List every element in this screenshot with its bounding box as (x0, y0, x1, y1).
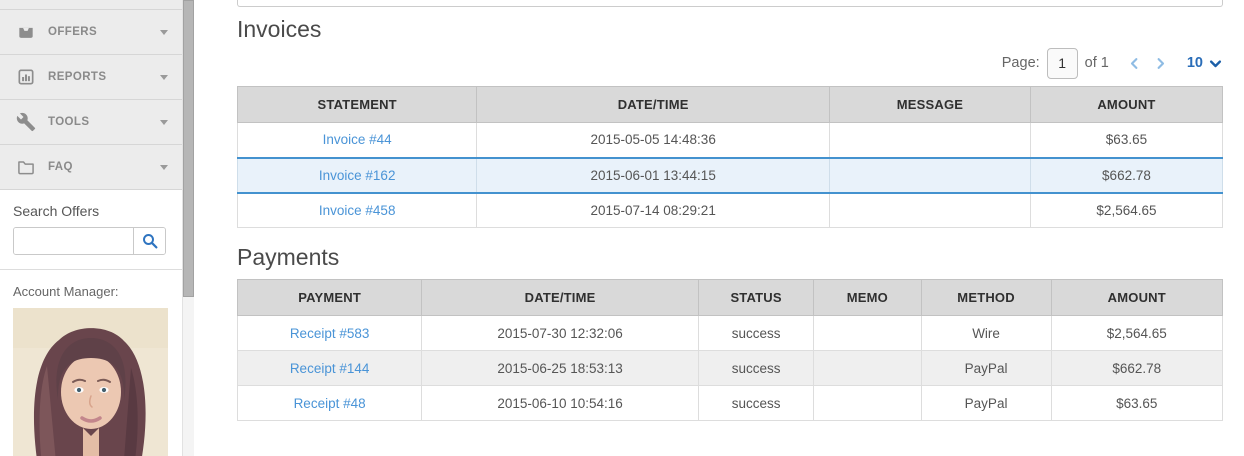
next-page-button[interactable] (1151, 53, 1171, 73)
search-input-group (13, 227, 166, 255)
table-row: Invoice #44 2015-05-05 14:48:36 $63.65 (236, 122, 1224, 158)
table-row: Receipt #144 2015-06-25 18:53:13 success… (236, 350, 1224, 386)
invoice-datetime: 2015-05-05 14:48:36 (476, 122, 830, 158)
chevron-down-icon (160, 74, 168, 80)
account-manager-section: Account Manager: (0, 270, 182, 456)
pagination: Page: of 1 10 (237, 46, 1223, 80)
per-page-dropdown[interactable]: 10 (1187, 55, 1223, 71)
payment-status: success (697, 315, 815, 351)
per-page-value: 10 (1186, 55, 1203, 71)
page-number-input[interactable] (1046, 47, 1078, 79)
sidebar-scrollbar-track[interactable] (182, 0, 194, 456)
search-offers-label: Search Offers (13, 203, 100, 219)
invoice-message (828, 192, 1031, 228)
payments-title: Payments (237, 244, 340, 270)
column-header-memo: MEMO (813, 279, 922, 316)
sidebar-item-reports[interactable]: REPORTS (0, 55, 182, 100)
sidebar-item-offers[interactable]: OFFERS (0, 10, 182, 55)
table-row: Receipt #583 2015-07-30 12:32:06 success… (236, 315, 1224, 351)
column-header-amount: AMOUNT (1029, 86, 1224, 123)
payment-memo (813, 350, 922, 386)
chevron-right-icon (1153, 56, 1168, 71)
payments-table: PAYMENT DATE/TIME STATUS MEMO METHOD AMO… (236, 279, 1224, 421)
chevron-down-icon (160, 164, 168, 170)
payment-memo (813, 315, 922, 351)
chevron-left-icon (1127, 56, 1142, 71)
invoice-datetime: 2015-07-14 08:29:21 (476, 192, 830, 228)
payment-method: Wire (920, 315, 1052, 351)
payment-method: PayPal (920, 350, 1052, 386)
invoices-table: STATEMENT DATE/TIME MESSAGE AMOUNT Invoi… (236, 86, 1224, 228)
table-row: Invoice #458 2015-07-14 08:29:21 $2,564.… (236, 192, 1224, 228)
chevron-down-icon (160, 119, 168, 125)
search-input[interactable] (14, 228, 133, 254)
table-row: Receipt #48 2015-06-10 10:54:16 success … (236, 385, 1224, 421)
column-header-datetime: DATE/TIME (421, 279, 699, 316)
chevron-down-icon (160, 29, 168, 35)
account-manager-photo (13, 308, 168, 456)
invoice-link[interactable]: Invoice #44 (322, 132, 392, 148)
sidebar: OFFERS REPORTS TOOLS (0, 0, 195, 456)
sidebar-item-label: OFFERS (48, 26, 98, 38)
column-header-message: MESSAGE (828, 86, 1031, 123)
sidebar-divider (0, 269, 182, 270)
payment-amount: $2,564.65 (1050, 315, 1224, 351)
column-header-datetime: DATE/TIME (476, 86, 830, 123)
table-row-highlighted: Invoice #162 2015-06-01 13:44:15 $662.78 (236, 156, 1224, 194)
invoice-amount: $662.78 (1029, 156, 1224, 194)
search-icon (141, 232, 159, 250)
previous-page-button[interactable] (1125, 53, 1145, 73)
column-header-statement: STATEMENT (236, 86, 478, 123)
receipt-link[interactable]: Receipt #48 (293, 395, 366, 411)
main-content: Invoices Page: of 1 10 (195, 0, 1244, 456)
sidebar-item-label: REPORTS (48, 71, 107, 83)
sidebar-scrollbar-thumb[interactable] (183, 0, 194, 297)
invoice-link[interactable]: Invoice #162 (318, 167, 396, 183)
column-header-amount: AMOUNT (1050, 279, 1224, 316)
column-header-method: METHOD (920, 279, 1052, 316)
search-button[interactable] (133, 228, 165, 254)
sidebar-content: OFFERS REPORTS TOOLS (0, 0, 182, 456)
chevron-down-icon (1208, 56, 1223, 71)
invoices-title: Invoices (237, 16, 322, 42)
payment-datetime: 2015-06-25 18:53:13 (421, 350, 699, 386)
bar-chart-icon (16, 67, 36, 87)
sidebar-item-label: FAQ (48, 161, 73, 173)
payment-status: success (697, 350, 815, 386)
payment-method: PayPal (920, 385, 1052, 421)
sidebar-item-faq[interactable]: FAQ (0, 145, 182, 190)
sidebar-item-label: TOOLS (48, 116, 90, 128)
wrench-icon (16, 112, 36, 132)
invoice-amount: $63.65 (1029, 122, 1224, 158)
column-header-payment: PAYMENT (236, 279, 423, 316)
invoices-header-row: STATEMENT DATE/TIME MESSAGE AMOUNT (236, 86, 1224, 123)
invoice-message (828, 156, 1031, 194)
page-of-label: of 1 (1084, 55, 1109, 71)
invoice-datetime: 2015-06-01 13:44:15 (476, 156, 830, 194)
folder-icon (16, 157, 36, 177)
payment-datetime: 2015-06-10 10:54:16 (421, 385, 699, 421)
inbox-icon (16, 22, 36, 42)
payment-memo (813, 385, 922, 421)
invoice-message (828, 122, 1031, 158)
sidebar-menu-top-stub (0, 0, 182, 10)
payments-header-row: PAYMENT DATE/TIME STATUS MEMO METHOD AMO… (236, 279, 1224, 316)
payment-status: success (697, 385, 815, 421)
column-header-status: STATUS (697, 279, 815, 316)
previous-card-bottom-edge (237, 0, 1223, 7)
payment-amount: $63.65 (1050, 385, 1224, 421)
account-manager-label: Account Manager: (13, 284, 119, 299)
page-label: Page: (1001, 55, 1040, 71)
invoice-link[interactable]: Invoice #458 (318, 202, 396, 218)
payment-amount: $662.78 (1050, 350, 1224, 386)
search-offers-section: Search Offers (0, 190, 182, 269)
sidebar-item-tools[interactable]: TOOLS (0, 100, 182, 145)
receipt-link[interactable]: Receipt #144 (289, 360, 370, 376)
receipt-link[interactable]: Receipt #583 (289, 325, 370, 341)
payment-datetime: 2015-07-30 12:32:06 (421, 315, 699, 351)
invoice-amount: $2,564.65 (1029, 192, 1224, 228)
